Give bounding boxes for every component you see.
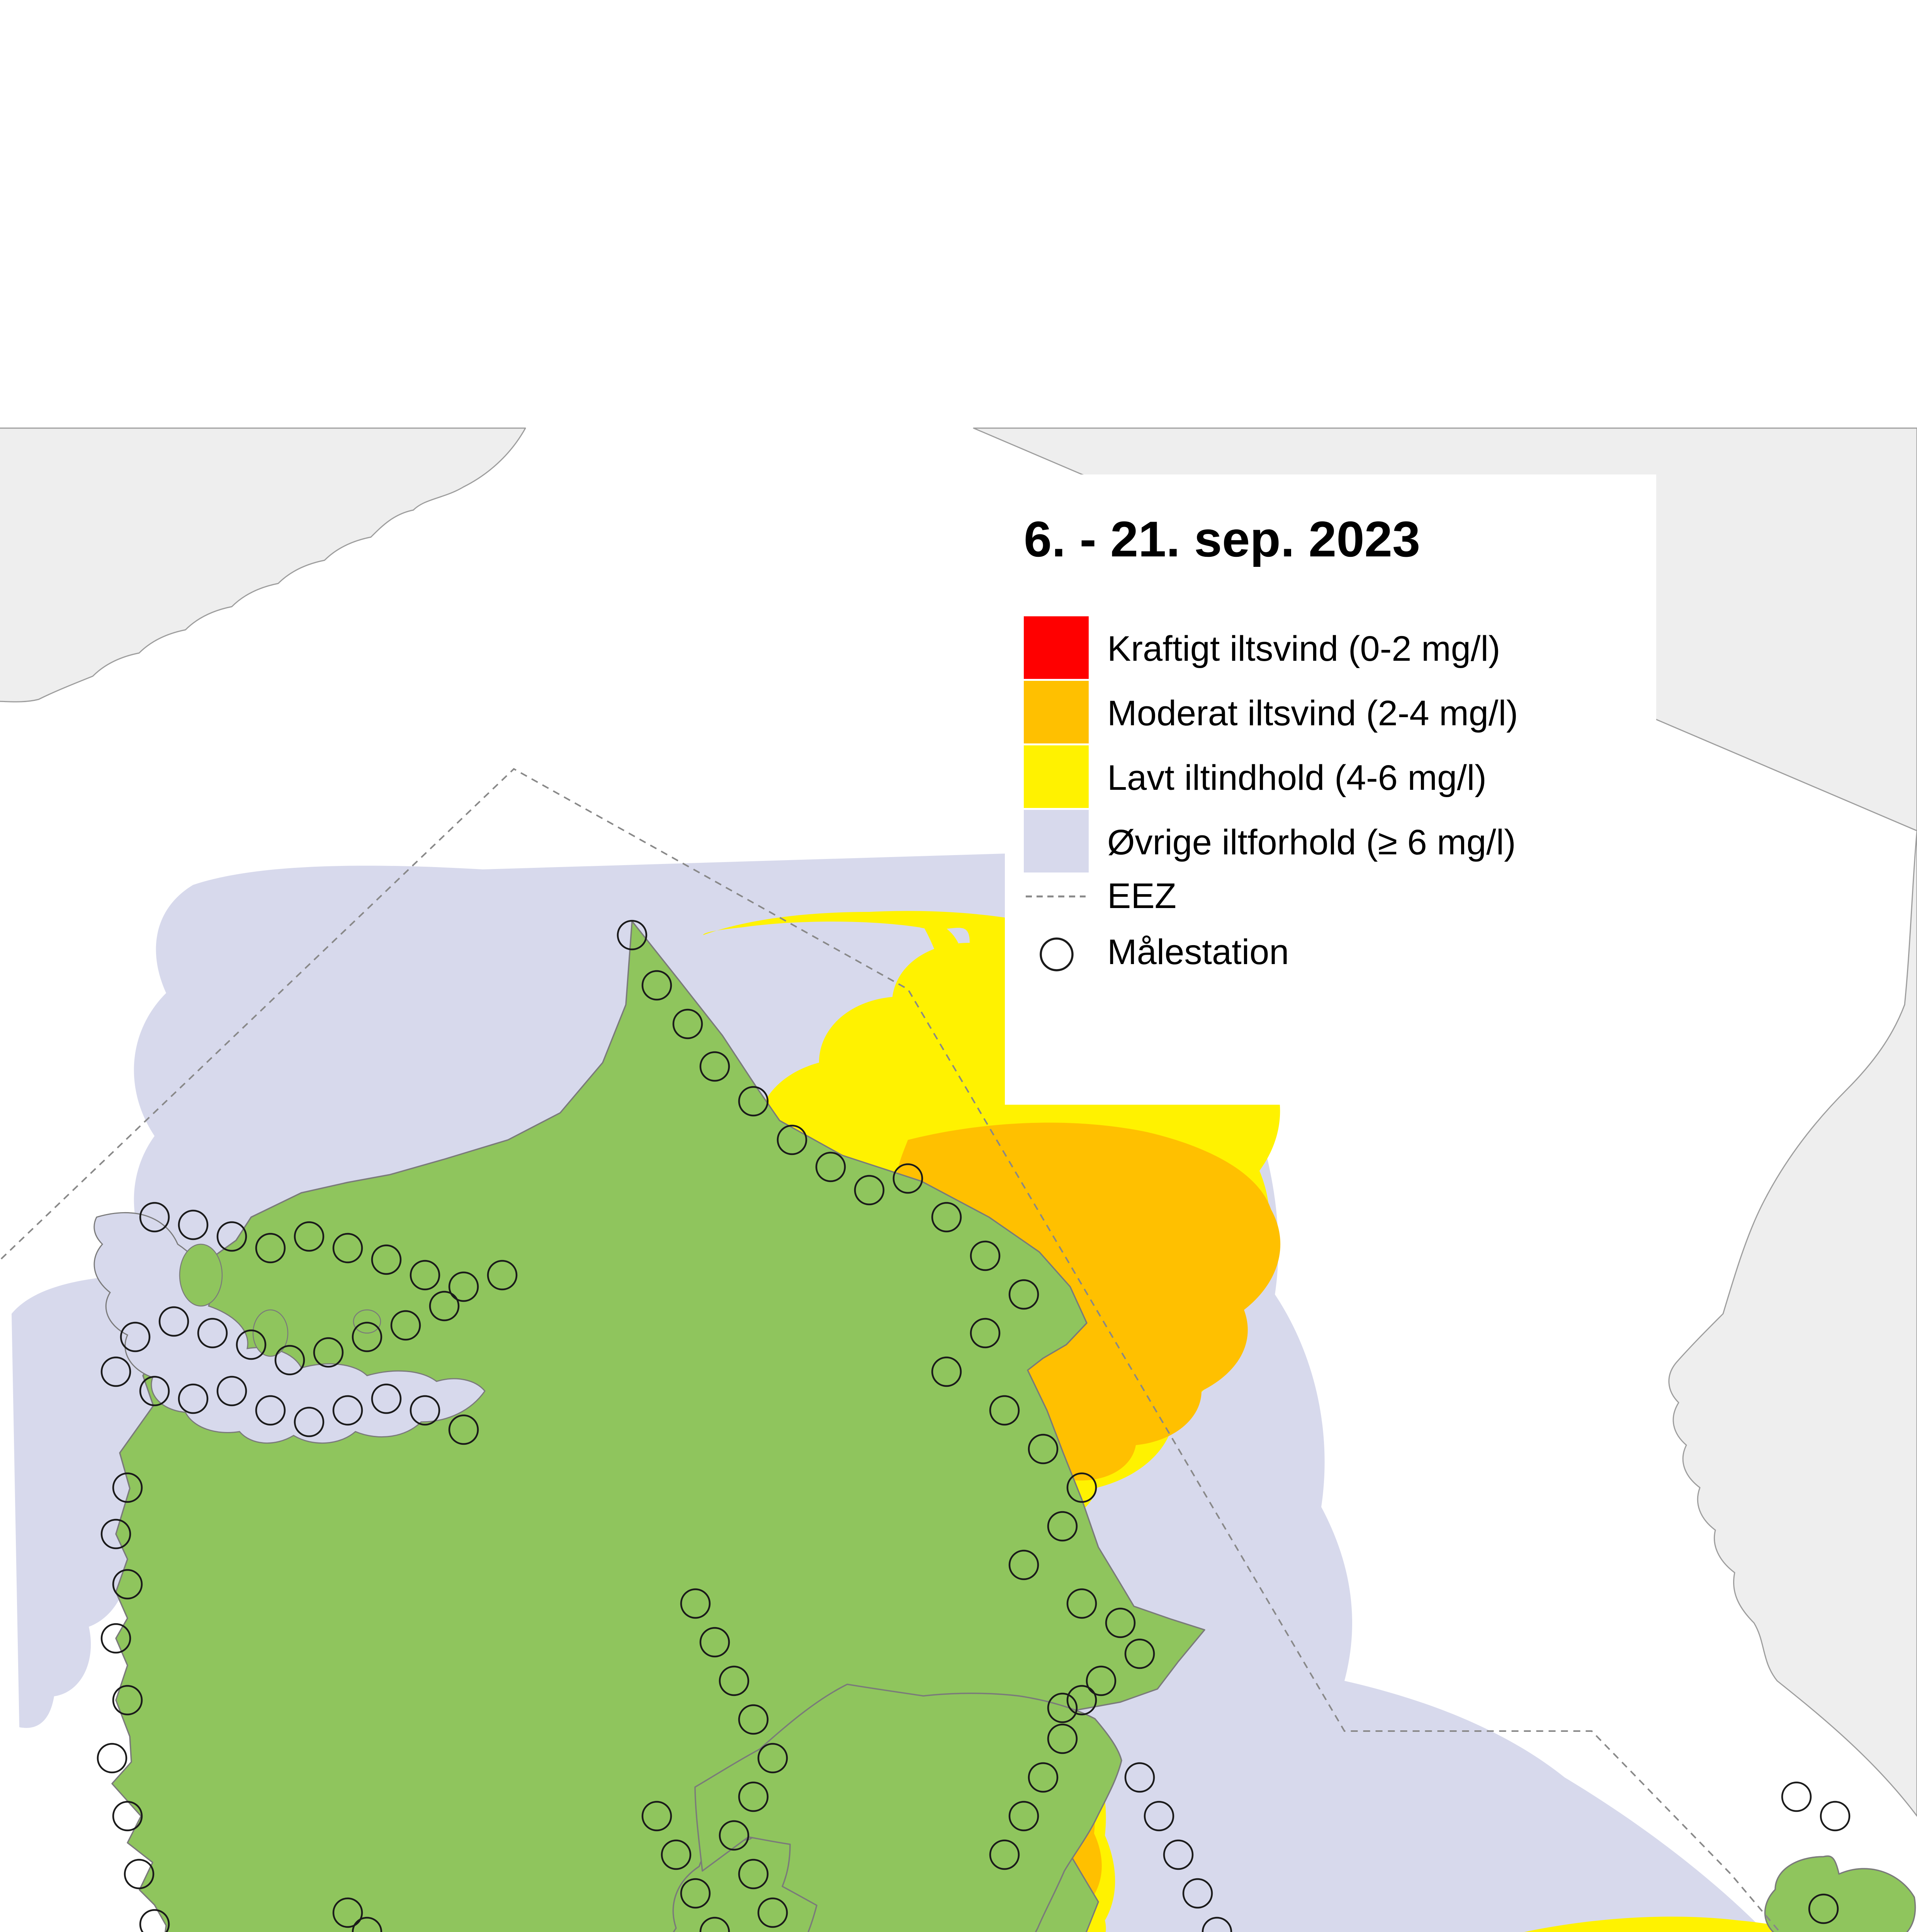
svg-text:Lavt iltindhold (4-6 mg/l): Lavt iltindhold (4-6 mg/l) [1107, 758, 1487, 798]
svg-text:Kraftigt iltsvind (0-2 mg/l): Kraftigt iltsvind (0-2 mg/l) [1107, 629, 1500, 668]
svg-text:Øvrige iltforhold (≥ 6 mg/l): Øvrige iltforhold (≥ 6 mg/l) [1107, 823, 1516, 862]
svg-text:6. - 21. sep. 2023: 6. - 21. sep. 2023 [1024, 511, 1420, 567]
svg-text:EEZ: EEZ [1107, 876, 1176, 916]
svg-text:Moderat iltsvind (2-4 mg/l): Moderat iltsvind (2-4 mg/l) [1107, 694, 1518, 733]
svg-text:Målestation: Målestation [1107, 932, 1289, 972]
